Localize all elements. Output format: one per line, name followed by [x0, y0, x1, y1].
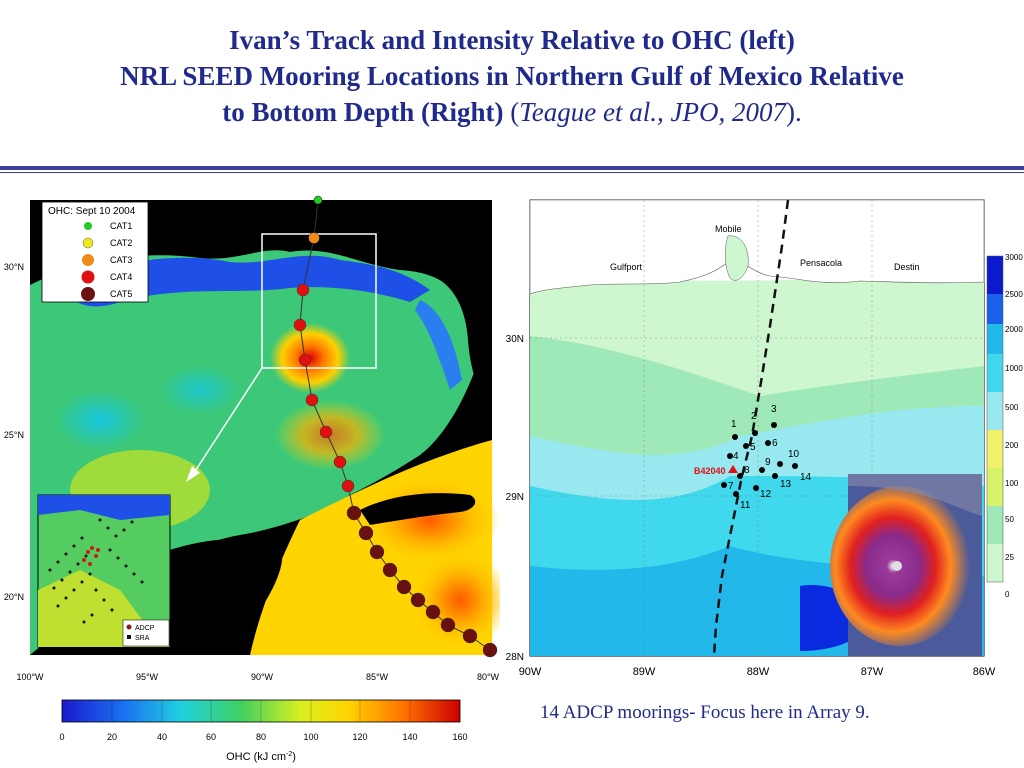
- colorbar-tick-20: 20: [107, 732, 117, 742]
- lat-label-28n-right: 28N: [506, 652, 524, 663]
- depth-tick-50: 50: [1005, 515, 1014, 524]
- mooring-label-11: 11: [740, 500, 751, 511]
- legend-cat4: CAT4: [110, 272, 132, 282]
- ohc-colorbar: 0 20 40 60 80 100 120 140 160 OHC (kJ cm…: [59, 699, 468, 763]
- depth-tick-2500: 2500: [1005, 290, 1023, 299]
- depth-tick-100: 100: [1005, 479, 1019, 488]
- depth-tick-200: 200: [1005, 441, 1019, 450]
- colorbar-tick-80: 80: [256, 732, 266, 742]
- mooring-label-3: 3: [771, 404, 777, 415]
- lat-label-25n: 25°N: [4, 430, 24, 440]
- lon-label-85w: 85°W: [366, 672, 389, 682]
- mooring-label-5: 5: [750, 442, 756, 453]
- depth-tick-1000: 1000: [1005, 364, 1023, 373]
- mooring-label-10: 10: [788, 449, 800, 460]
- ivan-track: [293, 195, 498, 658]
- mooring-label-12: 12: [760, 489, 772, 500]
- mooring-dots: [721, 422, 798, 497]
- title-line-2: NRL SEED Mooring Locations in Northern G…: [120, 61, 904, 91]
- mooring-label-6: 6: [772, 438, 778, 449]
- inset-sra-legend-marker: [127, 635, 131, 639]
- lon-label-88w-right: 88W: [747, 666, 770, 678]
- mooring-label-13: 13: [780, 479, 792, 490]
- lon-label-90w: 90°W: [251, 672, 274, 682]
- depth-tick-500: 500: [1005, 403, 1019, 412]
- title-line-1: Ivan’s Track and Intensity Relative to O…: [229, 25, 795, 55]
- mooring-label-1: 1: [731, 419, 737, 430]
- lat-label-30n: 30°N: [4, 262, 24, 272]
- figure-caption: 14 ADCP moorings- Focus here in Array 9.: [540, 702, 870, 723]
- lon-label-95w: 95°W: [136, 672, 159, 682]
- colorbar-label-main: OHC (kJ cm: [226, 751, 286, 763]
- depth-tick-25: 25: [1005, 553, 1014, 562]
- place-destin: Destin: [894, 262, 920, 272]
- colorbar-label-end: ): [292, 751, 296, 763]
- mooring-label-4: 4: [733, 451, 739, 462]
- title-rule: [0, 166, 1024, 170]
- cat3-marker: [82, 254, 94, 266]
- lon-label-86w-right: 86W: [973, 666, 996, 678]
- lon-label-87w-right: 87W: [861, 666, 884, 678]
- cat4-marker: [81, 270, 95, 284]
- cat1-marker: [84, 222, 92, 230]
- colorbar-tick-0: 0: [59, 732, 64, 742]
- lat-label-30n-right: 30N: [506, 334, 524, 345]
- colorbar-tick-160: 160: [452, 732, 467, 742]
- mooring-label-2: 2: [751, 411, 757, 422]
- inset-adcp-stations: [82, 546, 100, 566]
- mooring-map-figure: Mobile Gulfport Pensacola Destin B42040 …: [506, 199, 1023, 678]
- legend-title: OHC: Sept 10 2004: [48, 206, 136, 217]
- place-gulfport: Gulfport: [610, 262, 643, 272]
- legend-cat5: CAT5: [110, 289, 132, 299]
- colorbar-tick-40: 40: [157, 732, 167, 742]
- depth-tick-0: 0: [1005, 590, 1010, 599]
- colorbar-tick-120: 120: [352, 732, 367, 742]
- buoy-marker: [728, 465, 738, 473]
- colorbar-tick-100: 100: [303, 732, 318, 742]
- hurricane-satellite-image: [830, 474, 982, 656]
- mooring-label-8: 8: [744, 465, 750, 476]
- lat-label-20n: 20°N: [4, 592, 24, 602]
- lon-label-90w-right: 90W: [519, 666, 542, 678]
- cat2-marker: [82, 237, 94, 249]
- inset-adcp-legend-marker: [126, 624, 132, 630]
- title-line-3-close: ).: [785, 97, 802, 127]
- inset-legend-sra-label: SRA: [135, 635, 150, 642]
- lat-label-29n-right: 29N: [506, 492, 524, 503]
- lon-label-89w-right: 89W: [633, 666, 656, 678]
- legend-cat2: CAT2: [110, 238, 132, 248]
- mooring-label-9: 9: [765, 457, 771, 468]
- colorbar-tick-140: 140: [402, 732, 417, 742]
- buoy-label: B42040: [694, 466, 726, 476]
- lon-label-100w: 100°W: [16, 672, 44, 682]
- place-pensacola: Pensacola: [800, 258, 842, 268]
- title-line-3-bold: to Bottom Depth (Right): [222, 97, 504, 127]
- ohc-map-figure: ADCP SRA OHC: Sept 10 2004 CAT1 CAT2 CAT…: [4, 195, 500, 682]
- depth-tick-2000: 2000: [1005, 325, 1023, 334]
- mooring-label-7: 7: [728, 481, 734, 492]
- colorbar-label-sup: -2: [286, 751, 292, 758]
- colorbar-tick-60: 60: [206, 732, 216, 742]
- title-rule-thin: [0, 172, 1024, 173]
- place-mobile: Mobile: [715, 224, 742, 234]
- cat5-marker: [81, 287, 95, 301]
- depth-scale: [986, 255, 1004, 583]
- title-line-3-open: (: [503, 97, 520, 127]
- inset-legend-adcp-label: ADCP: [135, 625, 155, 632]
- mooring-label-14: 14: [800, 472, 812, 483]
- title-line-3: to Bottom Depth (Right) (Teague et al., …: [0, 94, 1024, 130]
- legend-cat1: CAT1: [110, 221, 132, 231]
- depth-tick-3000: 3000: [1005, 253, 1023, 262]
- citation: Teague et al., JPO, 2007: [519, 97, 786, 127]
- colorbar-label: OHC (kJ cm-2): [226, 751, 296, 763]
- legend-cat3: CAT3: [110, 255, 132, 265]
- slide-title: Ivan’s Track and Intensity Relative to O…: [0, 22, 1024, 130]
- lon-label-80w: 80°W: [477, 672, 500, 682]
- inset-sra-stations: [48, 518, 144, 624]
